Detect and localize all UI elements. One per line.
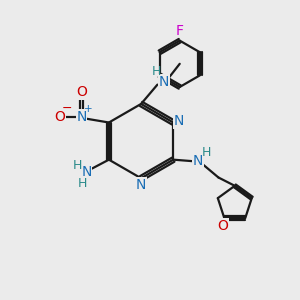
- Text: N: N: [81, 165, 92, 179]
- Text: N: N: [192, 154, 203, 168]
- Text: O: O: [76, 85, 87, 99]
- Text: H: H: [72, 159, 82, 172]
- Text: −: −: [61, 102, 72, 115]
- Text: N: N: [136, 178, 146, 192]
- Text: +: +: [84, 104, 92, 114]
- Text: O: O: [218, 218, 228, 233]
- Text: H: H: [77, 177, 87, 190]
- Text: H: H: [202, 146, 211, 159]
- Text: N: N: [173, 114, 184, 128]
- Text: N: N: [76, 110, 87, 124]
- Text: N: N: [159, 75, 169, 88]
- Text: H: H: [151, 65, 160, 78]
- Text: F: F: [176, 24, 184, 38]
- Text: O: O: [54, 110, 65, 124]
